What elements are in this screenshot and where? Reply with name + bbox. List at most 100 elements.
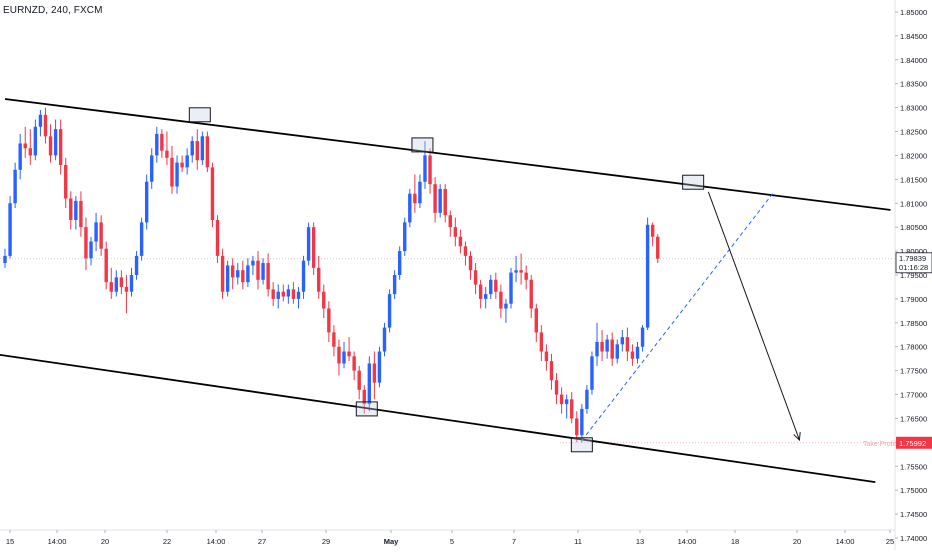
candle-body [114,277,119,292]
price-tick-label: 1.75000 [900,486,927,495]
candle-body [473,270,478,285]
price-tick-label: 1.83500 [900,80,927,89]
candle-body [397,251,402,275]
candle-body [306,227,311,261]
price-tick-label: 1.85000 [900,8,927,17]
candle-body [463,246,468,256]
price-tick-label: 1.78500 [900,319,927,328]
candle-body [656,236,660,259]
candle-body [322,291,326,309]
candle-body [448,215,452,228]
time-tick-label: 5 [450,537,454,546]
candle-body [600,341,604,352]
candle-body [650,224,655,237]
take-profit-value: 1.75992 [899,439,926,448]
candle-body [499,291,503,309]
channel-upper-line [4,98,891,211]
time-tick-label: 18 [731,537,739,546]
candle-body [286,289,291,297]
candle-body [79,200,83,228]
candle-body [327,308,331,333]
price-tick-label: 1.84500 [900,32,927,41]
time-tick-label: 15 [6,537,14,546]
price-axis-background [895,0,932,550]
time-tick-label: 27 [258,537,266,546]
price-tick-label: 1.82000 [900,151,927,160]
candle-body [8,203,12,256]
price-tick-label: 1.82500 [900,128,927,137]
candle-body [58,129,63,165]
price-tick-label: 1.81500 [900,175,927,184]
time-tick-label: May [384,537,399,546]
take-profit-label-box [896,436,932,449]
candle-body [215,220,220,256]
candles-group [3,107,660,443]
candle-body [610,339,614,359]
candle-body [84,227,88,259]
price-tick-label: 1.77000 [900,391,927,400]
candle-body [301,260,306,292]
price-tick-label: 1.83000 [900,104,927,113]
touch-marker-box [355,401,378,417]
candle-body [3,255,7,264]
candle-body [43,114,48,137]
candle-body [519,270,523,273]
price-tick-label: 1.80500 [900,223,927,232]
time-tick-label: 29 [322,537,330,546]
candle-body [231,265,235,278]
candle-body [271,289,275,299]
candle-body [155,133,159,156]
candle-body [144,181,149,223]
candle-body [281,291,285,297]
candle-body [544,351,549,362]
forecast-arrow-line [707,191,800,441]
candle-body [165,150,169,158]
touch-marker-box [682,174,705,190]
time-tick-label: 11 [574,537,582,546]
candle-body [585,389,589,409]
touch-marker-box [188,107,211,123]
candle-body [357,370,361,390]
time-axis-ticks: 15 14:00 20 22 14:00 27 29 May 5 7 11 13 14:00 18 20 14… [6,530,894,546]
time-tick-label: 14:00 [48,537,67,546]
candle-body [64,165,68,199]
time-tick-label: 20 [101,537,109,546]
candle-body [509,272,513,304]
candle-body [266,263,270,290]
candle-body [205,136,210,168]
price-tick-label: 1.75500 [900,462,927,471]
candle-body [559,394,564,405]
price-countdown: 01:16:28 [899,263,928,272]
candle-body [595,341,599,357]
price-tick-label: 1.74500 [900,510,927,519]
candle-body [478,284,483,299]
candle-body [134,255,139,275]
projection-dashed-line [581,191,775,441]
candle-body [18,143,22,170]
time-tick-label: 14:00 [678,537,697,546]
time-tick-label: 20 [793,537,801,546]
candle-body [362,389,366,405]
candle-body [635,346,640,359]
candle-body [225,265,230,292]
candle-body [640,327,645,347]
candle-body [139,222,144,256]
candle-body [403,222,407,252]
candle-body [94,222,98,242]
candle-body [534,308,538,333]
candle-body [605,339,609,352]
candle-body [175,162,179,187]
candle-body [119,277,124,287]
candle-body [468,255,473,271]
symbol-header: EURNZD, 240, FXCM [3,5,103,16]
candle-body [504,303,508,309]
price-tick-label: 1.74000 [900,534,927,543]
candle-body [554,380,559,395]
candle-body [443,188,447,216]
candle-body [317,267,321,292]
candle-body [74,200,78,220]
candle-body [458,236,463,247]
candle-body [494,279,498,292]
